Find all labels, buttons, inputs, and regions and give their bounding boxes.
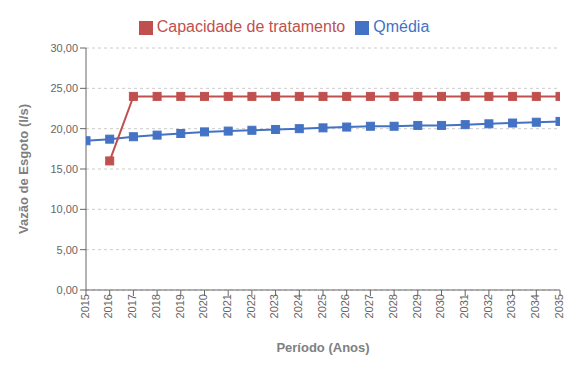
svg-text:2028: 2028 (387, 294, 399, 318)
svg-text:20,00: 20,00 (50, 123, 78, 135)
svg-text:15,00: 15,00 (50, 163, 78, 175)
html-text:Capacidade de tratamento: Capacidade de tratamento (156, 18, 346, 35)
svg-text:2034: 2034 (529, 294, 541, 318)
svg-text:2022: 2022 (245, 294, 257, 318)
svg-text:2017: 2017 (126, 294, 138, 318)
svg-text:2019: 2019 (174, 294, 186, 318)
svg-text:2027: 2027 (363, 294, 375, 318)
svg-text:25,00: 25,00 (50, 82, 78, 94)
html-text:Qmédia: Qmédia (373, 18, 430, 35)
svg-text:2032: 2032 (482, 294, 494, 318)
svg-text:2033: 2033 (505, 294, 517, 318)
svg-text:Vazão de Esgoto (l/s): Vazão de Esgoto (l/s) (16, 104, 31, 234)
svg-text:2023: 2023 (268, 294, 280, 318)
svg-text:2020: 2020 (197, 294, 209, 318)
svg-text:2035: 2035 (553, 294, 565, 318)
svg-text:0,00: 0,00 (57, 284, 78, 296)
svg-text:2016: 2016 (103, 294, 115, 318)
svg-text:Período (Anos): Período (Anos) (276, 340, 369, 355)
svg-text:2026: 2026 (340, 294, 352, 318)
svg-text:2025: 2025 (316, 294, 328, 318)
svg-text:2031: 2031 (458, 294, 470, 318)
svg-text:5,00: 5,00 (57, 244, 78, 256)
svg-text:2024: 2024 (292, 294, 304, 318)
svg-text:2030: 2030 (434, 294, 446, 318)
svg-text:2015: 2015 (79, 294, 91, 318)
svg-text:10,00: 10,00 (50, 203, 78, 215)
svg-text:30,00: 30,00 (50, 42, 78, 54)
svg-text:2021: 2021 (221, 294, 233, 318)
svg-text:2029: 2029 (411, 294, 423, 318)
svg-text:2018: 2018 (150, 294, 162, 318)
